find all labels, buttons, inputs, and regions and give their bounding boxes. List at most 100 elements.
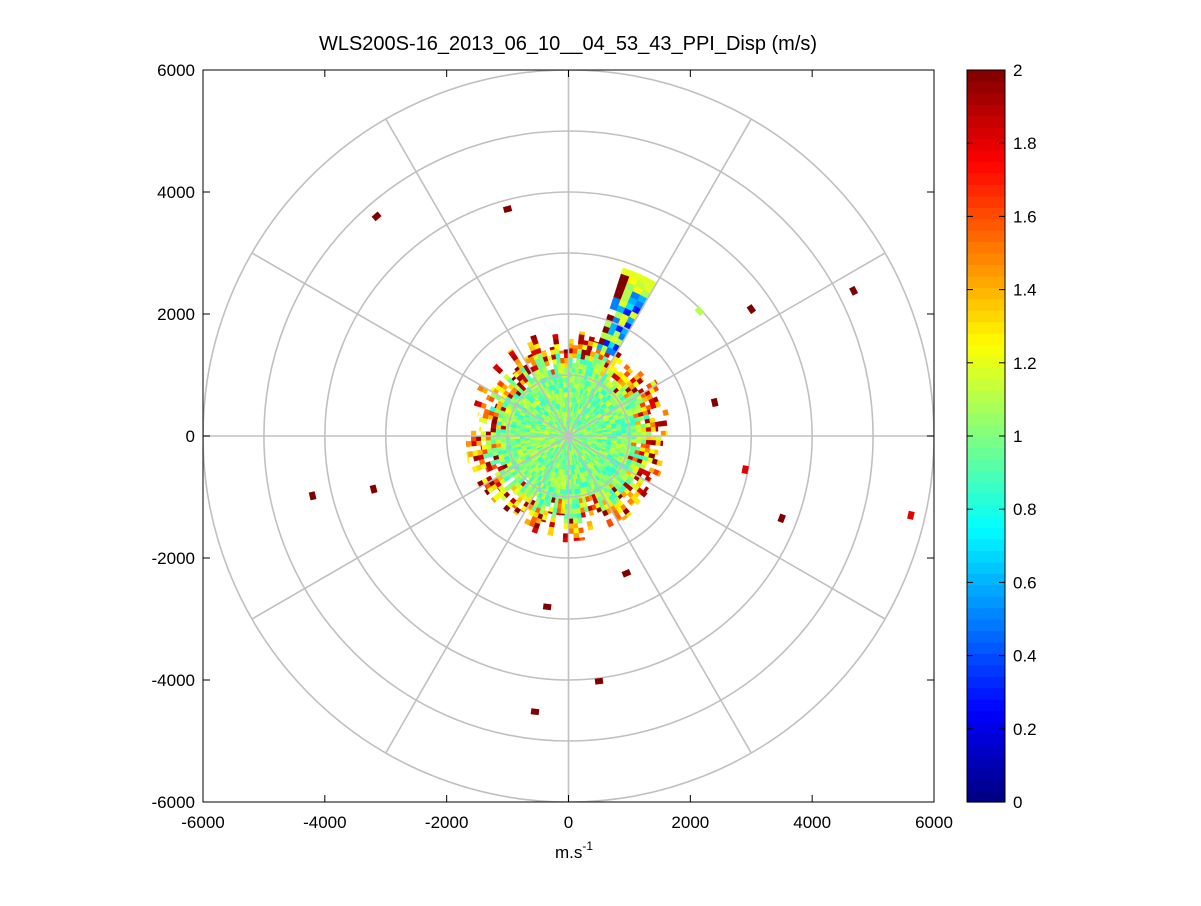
colorbar-tick-label: 0.4	[1013, 647, 1037, 666]
core-cell	[557, 363, 561, 368]
colorbar-tick-label: 1	[1013, 427, 1022, 446]
colorbar-band	[967, 699, 1005, 711]
colorbar-tick-label: 1.8	[1013, 134, 1037, 153]
core-cell	[660, 421, 665, 427]
core-cell	[646, 423, 651, 428]
core-cell	[656, 427, 658, 432]
core-cell	[571, 489, 574, 494]
core-cell	[496, 440, 501, 444]
core-cell	[654, 450, 658, 455]
core-cell	[576, 504, 580, 509]
colorbar-tick-label: 0.2	[1013, 720, 1037, 739]
colorbar-band	[967, 139, 1005, 151]
colorbar-band	[967, 722, 1005, 734]
colorbar-band	[967, 585, 1005, 597]
polar-grid-spoke	[386, 119, 569, 436]
core-cell	[554, 344, 559, 349]
colorbar-band	[967, 104, 1005, 116]
colorbar-band	[967, 207, 1005, 219]
isolated-return	[622, 569, 632, 578]
colorbar: 00.20.40.60.811.21.41.61.82	[967, 61, 1037, 812]
core-cell	[562, 378, 565, 383]
core-cell	[646, 440, 651, 445]
colorbar-band	[967, 642, 1005, 654]
core-cell	[646, 427, 651, 432]
colorbar-band	[967, 413, 1005, 425]
core-cell	[589, 510, 594, 516]
core-cell	[573, 348, 578, 353]
colorbar-band	[967, 665, 1005, 677]
isolated-return	[370, 484, 378, 493]
core-cell	[650, 418, 656, 423]
colorbar-tick-label: 0.8	[1013, 500, 1037, 519]
core-cell	[479, 417, 483, 422]
x-tick-label: -6000	[181, 813, 224, 832]
core-cell	[491, 440, 496, 444]
core-cell	[553, 334, 559, 340]
colorbar-band	[967, 367, 1005, 379]
core-cell	[491, 444, 496, 449]
colorbar-band	[967, 459, 1005, 471]
colorbar-band	[967, 356, 1005, 368]
colorbar-band	[967, 173, 1005, 185]
core-cell	[636, 440, 641, 444]
colorbar-band	[967, 791, 1005, 803]
core-cell	[573, 353, 578, 358]
core-cell	[553, 503, 558, 509]
core-cell	[548, 532, 554, 536]
core-cell	[560, 351, 565, 354]
core-cell	[572, 504, 576, 509]
core-cell	[561, 368, 565, 373]
core-cell	[563, 534, 568, 539]
colorbar-band	[967, 425, 1005, 437]
y-tick-label: -6000	[152, 793, 195, 812]
isolated-return	[309, 491, 317, 500]
colorbar-band	[967, 150, 1005, 162]
core-cell	[510, 439, 515, 442]
colorbar-band	[967, 219, 1005, 231]
colorbar-band	[967, 196, 1005, 208]
x-tick-label: 2000	[671, 813, 709, 832]
colorbar-band	[967, 630, 1005, 642]
colorbar-band	[967, 116, 1005, 128]
polar-grid-spoke	[569, 119, 752, 436]
core-cell	[571, 485, 574, 490]
core-cell	[479, 427, 481, 432]
isolated-return	[747, 304, 756, 314]
core-cell	[484, 409, 490, 415]
core-cell	[632, 429, 637, 433]
chart-title: WLS200S-16_2013_06_10__04_53_43_PPI_Disp…	[319, 33, 817, 55]
colorbar-band	[967, 676, 1005, 688]
core-cell	[617, 430, 622, 433]
colorbar-tick-label: 1.4	[1013, 281, 1037, 300]
colorbar-band	[967, 299, 1005, 311]
core-cell	[574, 538, 580, 541]
core-cell	[553, 339, 559, 345]
colorbar-band	[967, 322, 1005, 334]
core-cell	[663, 410, 669, 416]
core-cell	[579, 332, 585, 335]
isolated-return	[531, 708, 540, 715]
isolated-return	[777, 513, 785, 523]
core-cell	[478, 412, 480, 417]
core-cell	[486, 444, 491, 449]
colorbar-band	[967, 562, 1005, 574]
colorbar-band	[967, 528, 1005, 540]
colorbar-band	[967, 768, 1005, 780]
core-cell	[661, 441, 663, 446]
core-cell	[573, 523, 578, 528]
polar-grid-spoke	[569, 436, 886, 619]
colorbar-band	[967, 184, 1005, 196]
x-tick-label: 0	[564, 813, 573, 832]
colorbar-band	[967, 379, 1005, 391]
core-cell	[471, 441, 476, 446]
colorbar-band	[967, 596, 1005, 608]
isolated-return	[695, 306, 705, 316]
core-cell	[579, 334, 585, 340]
core-cell	[481, 445, 486, 450]
colorbar-band	[967, 470, 1005, 482]
plot-area	[203, 70, 934, 802]
core-cell	[651, 427, 656, 432]
core-cell	[573, 514, 578, 519]
